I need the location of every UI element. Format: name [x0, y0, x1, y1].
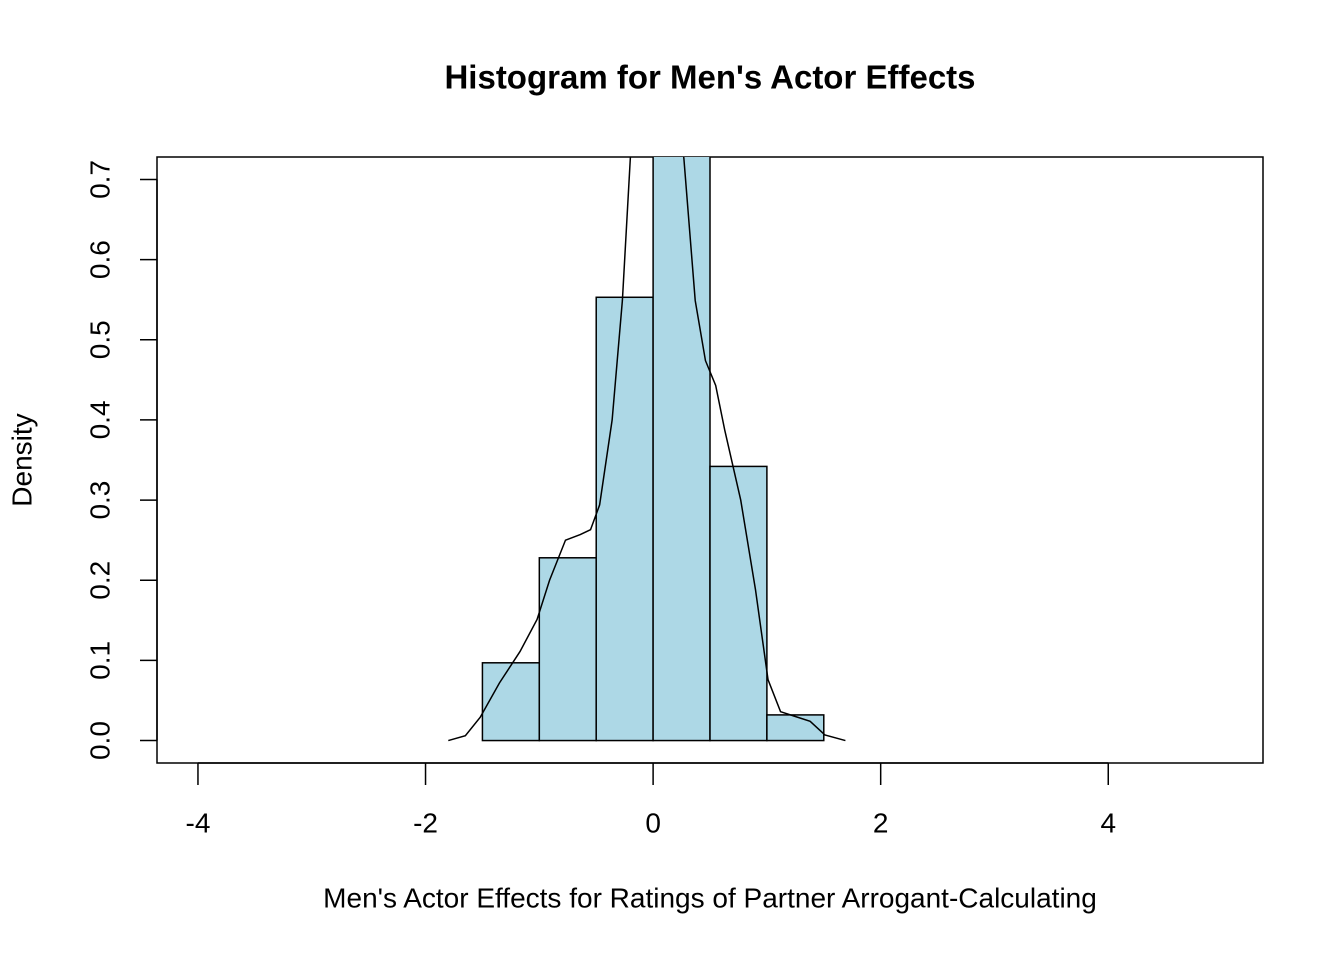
- y-tick-label: 0.4: [84, 400, 115, 439]
- y-tick-label: 0.0: [84, 721, 115, 760]
- y-axis-label: Density: [6, 413, 37, 506]
- bar: [709, 465, 768, 742]
- y-tick-label: 0.5: [84, 320, 115, 359]
- bar: [652, 157, 711, 742]
- x-axis-label: Men's Actor Effects for Ratings of Partn…: [323, 882, 1097, 913]
- chart-title: Histogram for Men's Actor Effects: [444, 59, 975, 96]
- x-tick-label: 4: [1100, 807, 1116, 838]
- bar: [595, 296, 654, 742]
- y-tick-label: 0.3: [84, 481, 115, 520]
- y-tick-label: 0.6: [84, 240, 115, 279]
- plot-area: [448, 157, 846, 742]
- x-tick-label: -2: [413, 807, 438, 838]
- density-line: [448, 157, 846, 742]
- x-tick-label: 2: [873, 807, 889, 838]
- y-tick-label: 0.7: [84, 160, 115, 199]
- bar: [538, 557, 597, 742]
- bar: [481, 662, 541, 742]
- y-tick-label: 0.1: [84, 641, 115, 680]
- x-tick-label: 0: [645, 807, 661, 838]
- x-tick-label: -4: [186, 807, 211, 838]
- bar: [766, 714, 825, 742]
- y-tick-label: 0.2: [84, 561, 115, 600]
